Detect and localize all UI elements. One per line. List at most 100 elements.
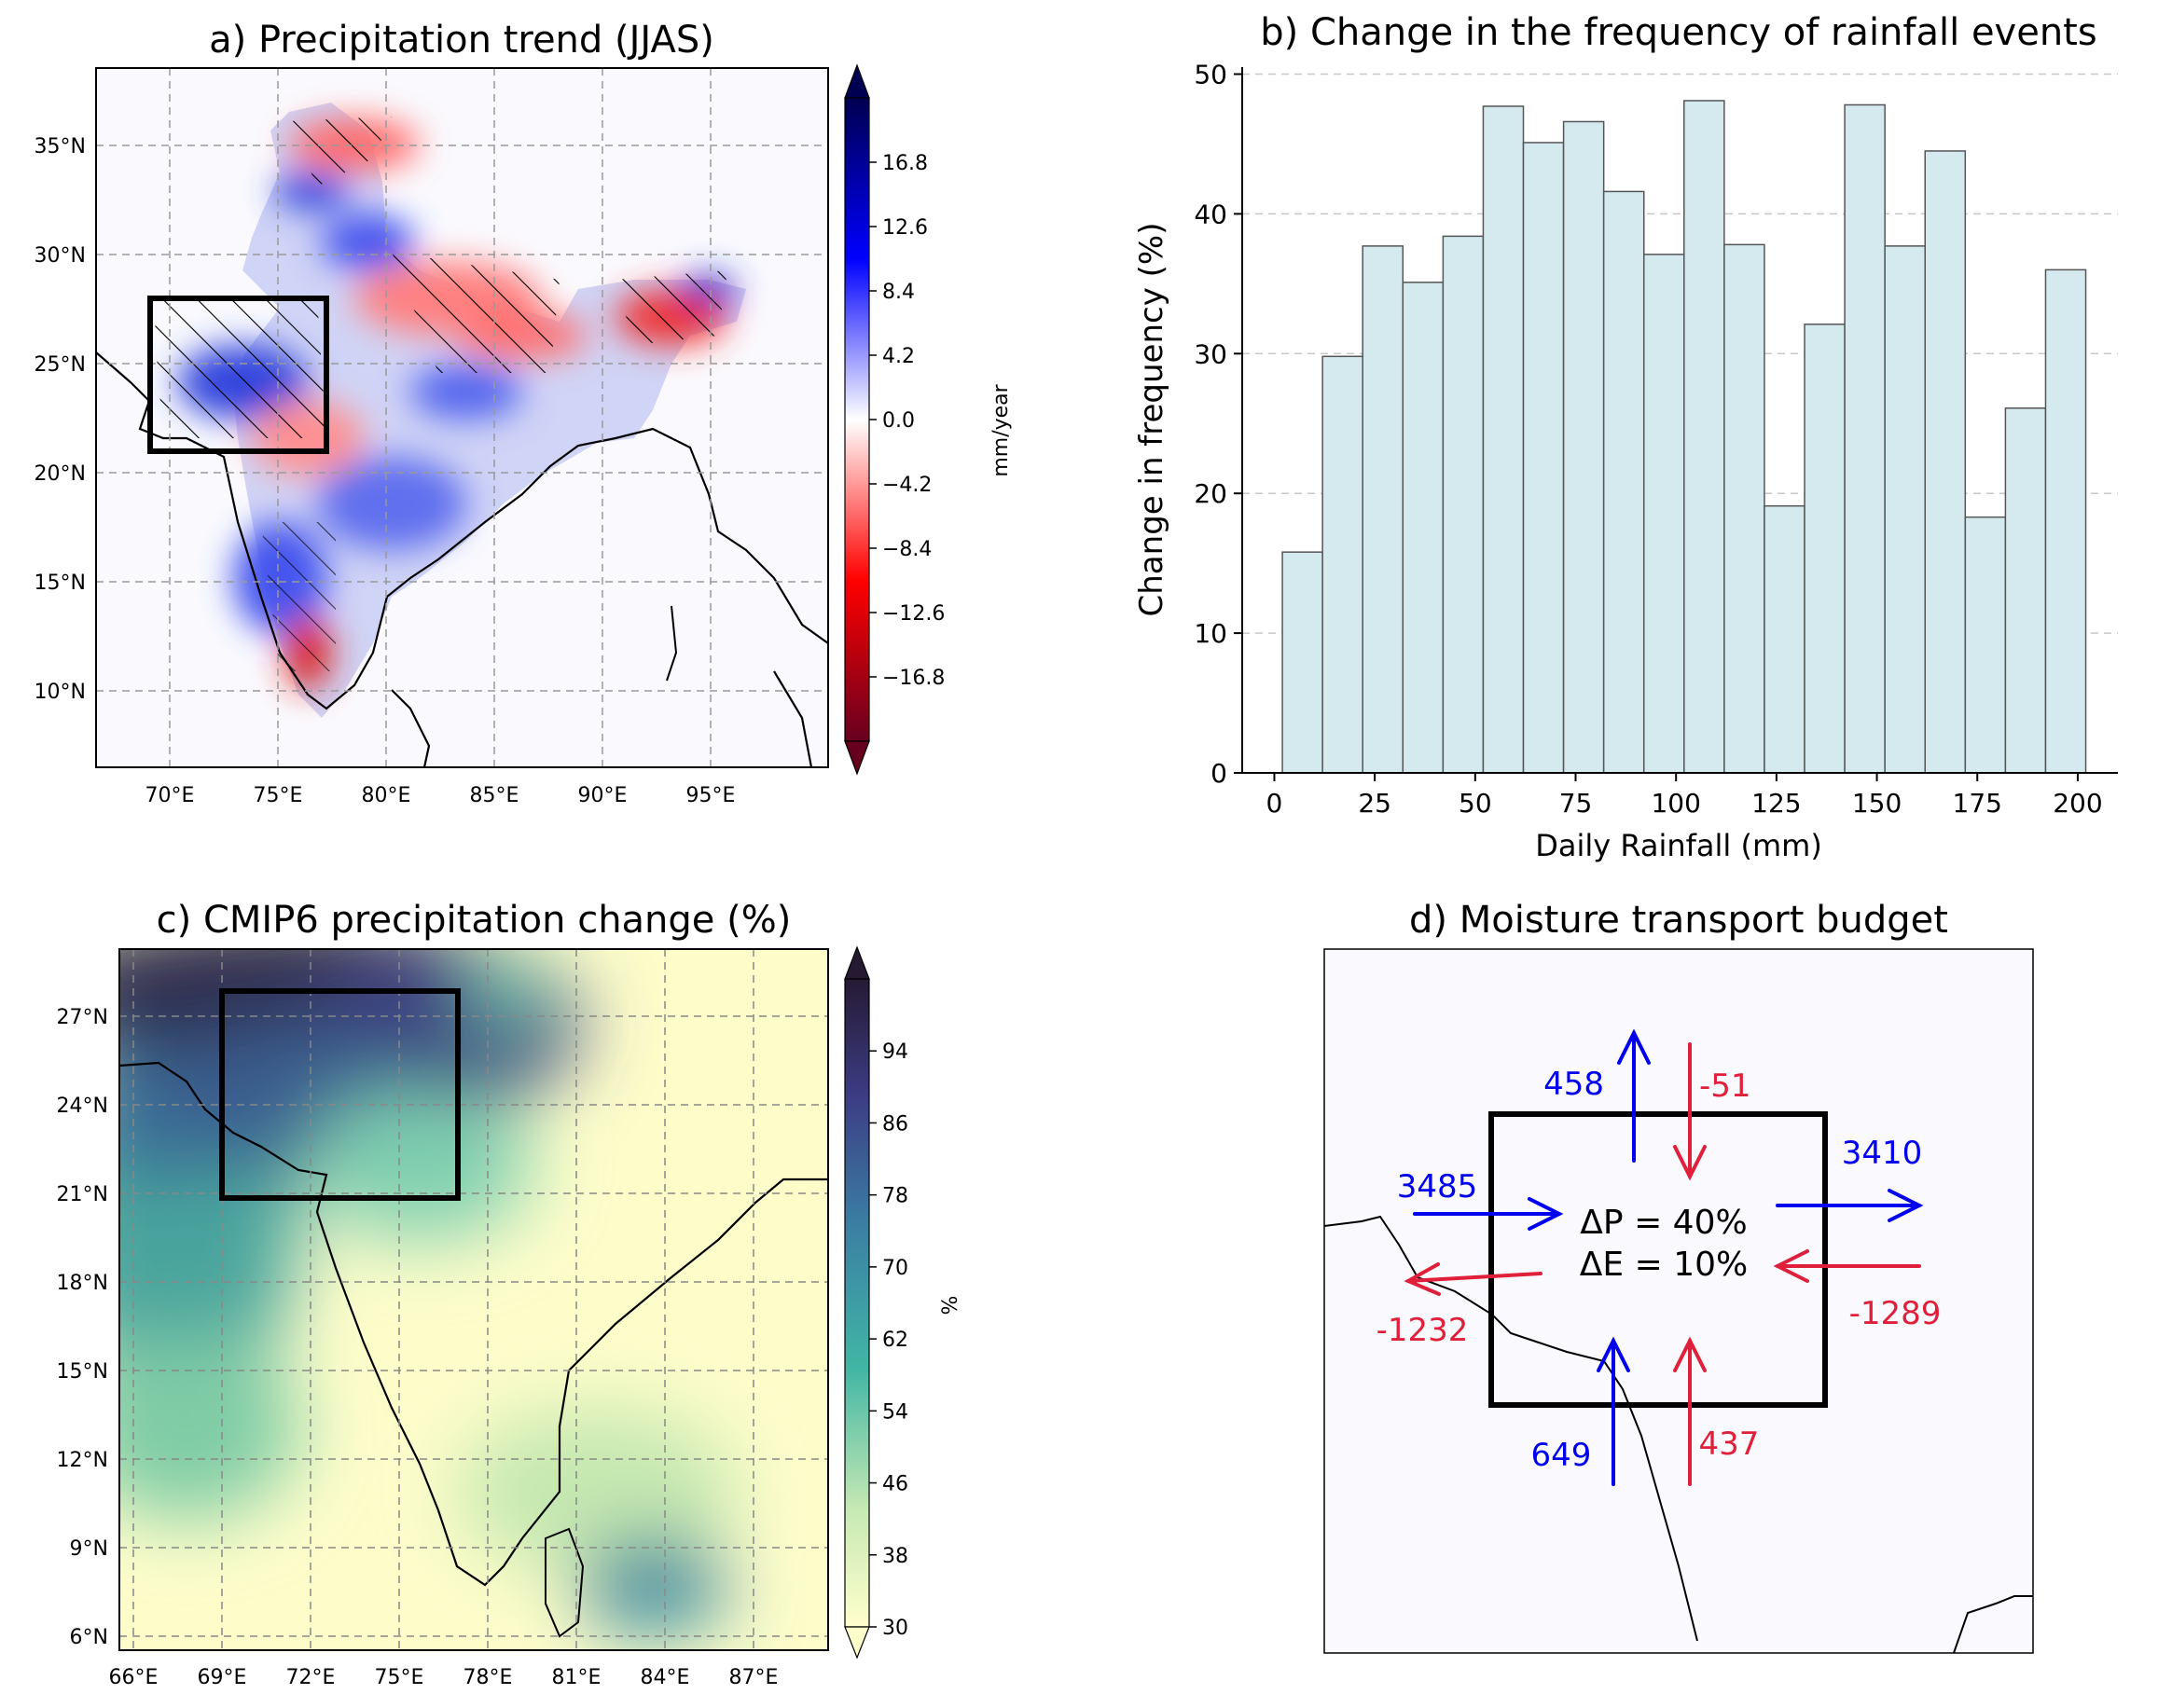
panel-c-y-ticks: 27°N 24°N 21°N 18°N 15°N 12°N 9°N 6°N <box>57 1006 108 1649</box>
x-tick-label: 85°E <box>470 784 519 807</box>
x-tick-label: 50 <box>1459 788 1492 819</box>
y-tick-label: 30°N <box>35 244 86 268</box>
histogram-bar <box>1442 235 1485 774</box>
west-outflow-value: -1232 <box>1376 1312 1469 1349</box>
y-tick-label: 15°N <box>57 1360 108 1384</box>
panel-a-gridlines <box>96 68 828 767</box>
histogram-bar <box>1723 243 1765 774</box>
x-tick-label: 100 <box>1651 788 1700 819</box>
x-tick-label: 175 <box>1953 788 2002 819</box>
colorbar-tick-label: 16.8 <box>882 152 928 175</box>
east-outflow-value: 3410 <box>1842 1135 1923 1172</box>
x-tick-label: 72°E <box>286 1666 336 1689</box>
north-inflow-arrow <box>1673 1042 1707 1181</box>
histogram-bar <box>1844 103 1886 774</box>
colorbar-tick-label: −4.2 <box>882 474 932 497</box>
colorbar-tick-label: 78 <box>882 1185 908 1208</box>
y-tick-label: 24°N <box>57 1095 108 1118</box>
colorbar-tick-label: 12.6 <box>882 216 928 240</box>
histogram-bar <box>2004 407 2047 774</box>
panel-d-frame <box>1323 948 2034 1654</box>
histogram-bar <box>1642 254 1685 774</box>
histogram-bar <box>1562 120 1605 774</box>
north-inflow-value: -51 <box>1699 1068 1751 1105</box>
x-tick-label: 75°E <box>375 1666 424 1689</box>
histogram-bar <box>1321 355 1363 774</box>
colorbar-tick-label: 46 <box>882 1473 908 1496</box>
delta-p-label: ΔP = 40% <box>1580 1204 1747 1242</box>
panel-d-study-box <box>1488 1111 1828 1408</box>
panel-d-background <box>1324 949 2033 1653</box>
colorbar-tick-label: 94 <box>882 1040 908 1064</box>
colorbar-tick-label: 30 <box>882 1617 908 1640</box>
y-tick-label: 18°N <box>57 1272 108 1295</box>
y-tick-label: 10°N <box>35 681 86 704</box>
panel-c-study-box <box>219 988 461 1201</box>
y-tick-label: 6°N <box>70 1626 108 1649</box>
histogram-bar <box>2044 269 2087 774</box>
x-tick-label: 0 <box>1266 788 1283 819</box>
panel-c-colorbar-label: % <box>939 1296 962 1315</box>
histogram-bar <box>1884 245 1926 774</box>
west-inflow-value: 3485 <box>1397 1168 1478 1205</box>
histogram-bar <box>1402 282 1445 774</box>
colorbar-tick-label: 38 <box>882 1545 908 1568</box>
y-tick-label: 21°N <box>57 1183 108 1206</box>
y-tick-label: 30 <box>1194 338 1227 369</box>
x-tick-label: 87°E <box>729 1666 779 1689</box>
colorbar-tick-label: 70 <box>882 1257 908 1280</box>
x-tick-label: 90°E <box>578 784 628 807</box>
x-tick-label: 66°E <box>109 1666 159 1689</box>
colorbar-tick-label: −16.8 <box>882 667 945 690</box>
panel-d-coastline <box>1324 1215 1698 1642</box>
y-tick-label: 40 <box>1194 199 1227 229</box>
histogram-bar <box>1362 245 1404 774</box>
panel-c-title: c) CMIP6 precipitation change (%) <box>157 899 792 942</box>
panel-b-y-label: Change in frequency (%) <box>1133 223 1170 617</box>
colorbar-tick-label: 8.4 <box>882 281 915 304</box>
colorbar-tick-label: 54 <box>882 1400 908 1424</box>
x-tick-label: 81°E <box>552 1666 602 1689</box>
colorbar-tick-label: −8.4 <box>882 538 932 561</box>
panel-c-map <box>119 949 828 1650</box>
histogram-bar <box>1482 105 1525 774</box>
panel-c-colorbar: 94 86 78 70 62 54 46 38 30 % <box>844 945 962 1660</box>
colorbar-tick-label: 0.0 <box>882 409 915 433</box>
panel-b-x-label: Daily Rainfall (mm) <box>1535 828 1822 863</box>
x-tick-label: 69°E <box>198 1666 247 1689</box>
histogram-bar <box>1281 551 1323 774</box>
x-tick-label: 95°E <box>686 784 736 807</box>
panel-a-colorbar: 16.8 12.6 8.4 4.2 0.0 −4.2 −8.4 −12.6 −16.8 mm/y… <box>844 63 1013 776</box>
histogram-bar <box>1764 504 1805 774</box>
histogram-bar <box>1683 100 1725 774</box>
cmip6-change-field <box>119 949 737 1632</box>
west-outflow-arrow <box>1404 1262 1542 1296</box>
x-tick-label: 84°E <box>641 1666 690 1689</box>
x-tick-label: 80°E <box>362 784 411 807</box>
panel-a-map <box>96 68 828 767</box>
east-outflow-arrow <box>1776 1189 1924 1222</box>
south-inflow-arrow-blue <box>1597 1336 1630 1486</box>
y-tick-label: 15°N <box>35 572 86 595</box>
x-tick-label: 75°E <box>254 784 303 807</box>
panel-b-bars <box>1281 100 2087 774</box>
histogram-bar <box>1804 324 1846 774</box>
y-tick-label: 12°N <box>57 1449 108 1472</box>
histogram-bar <box>1522 142 1565 774</box>
histogram-bar <box>1964 516 2007 774</box>
panel-a-y-ticks: 35°N 30°N 25°N 20°N 15°N 10°N <box>35 135 86 704</box>
y-tick-label: 35°N <box>35 135 86 158</box>
x-tick-label: 70°E <box>145 784 195 807</box>
south-blue-value: 649 <box>1531 1437 1592 1474</box>
x-tick-label: 200 <box>2053 788 2102 819</box>
west-inflow-arrow <box>1413 1197 1564 1231</box>
x-tick-label: 75 <box>1559 788 1593 819</box>
panel-a-study-box <box>147 296 329 454</box>
colorbar-tick-label: 62 <box>882 1329 908 1352</box>
north-outflow-arrow <box>1617 1028 1651 1163</box>
delta-e-label: ΔE = 10% <box>1580 1246 1748 1284</box>
significance-hatching <box>154 117 727 671</box>
panel-b-x-ticks: 0 25 50 75 100 125 150 175 200 <box>1266 773 2103 819</box>
panel-b-title: b) Change in the frequency of rainfall e… <box>1260 11 2096 54</box>
